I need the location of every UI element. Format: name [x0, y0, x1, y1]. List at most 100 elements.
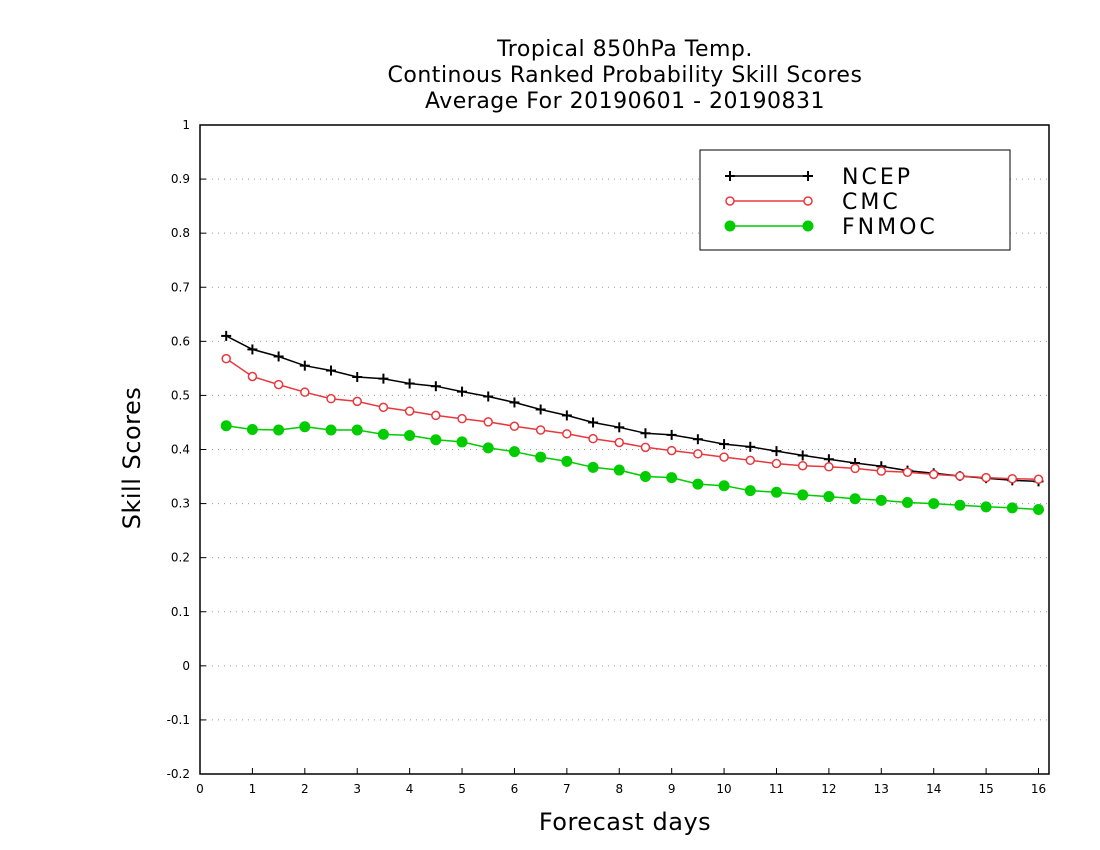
legend-label: CMC: [842, 190, 901, 215]
data-point-ncep: [535, 404, 546, 415]
series-line-fnmoc: [226, 424, 1039, 511]
data-point-cmc: [693, 449, 703, 459]
data-point-cmc: [666, 445, 677, 456]
x-tick-label: 2: [301, 782, 309, 796]
data-point-fnmoc: [666, 472, 678, 484]
data-point-cmc: [771, 458, 782, 469]
data-point-fnmoc: [299, 421, 311, 433]
legend-item-ncep: NCEP: [725, 165, 913, 190]
x-tick-label: 8: [615, 782, 623, 796]
data-point-ncep: [457, 386, 468, 397]
data-point-cmc: [824, 462, 834, 472]
data-point-ncep: [221, 330, 232, 341]
data-point-ncep: [247, 344, 258, 355]
data-point-ncep: [299, 360, 310, 371]
data-point-fnmoc: [849, 493, 861, 505]
x-tick-label: 13: [874, 782, 889, 796]
data-point-cmc: [1007, 473, 1018, 484]
data-point-ncep: [378, 373, 389, 384]
y-tick-label: 0: [182, 659, 190, 673]
data-point-ncep: [326, 365, 337, 376]
series-line-cmc: [225, 357, 1039, 480]
data-point-fnmoc: [875, 494, 887, 506]
data-point-fnmoc: [587, 461, 599, 473]
data-point-cmc: [745, 455, 756, 466]
chart-title-line-1: Tropical 850hPa Temp.: [497, 37, 753, 62]
x-tick-label: 5: [458, 782, 466, 796]
data-point-fnmoc: [797, 489, 809, 501]
data-point-ncep: [404, 378, 415, 389]
legend-label: FNMOC: [842, 215, 938, 240]
data-point-fnmoc: [1006, 502, 1018, 514]
data-point-cmc: [404, 406, 415, 416]
data-point-ncep: [509, 397, 520, 408]
y-tick-label: 0.3: [171, 497, 190, 511]
data-point-ncep: [430, 381, 441, 392]
y-tick-label: 0.9: [171, 172, 190, 186]
x-tick-label: 1: [249, 782, 257, 796]
y-tick-label: 0.4: [171, 443, 190, 457]
data-point-fnmoc: [482, 442, 494, 454]
data-point-cmc: [326, 393, 336, 404]
data-point-cmc: [588, 433, 598, 444]
y-tick-label: 0.7: [171, 280, 190, 294]
data-point-ncep: [483, 391, 494, 402]
legend-marker: [803, 196, 813, 206]
data-point-fnmoc: [770, 486, 782, 498]
data-point-fnmoc: [718, 480, 730, 492]
x-tick-label: 4: [406, 782, 414, 796]
data-point-cmc: [902, 467, 913, 477]
y-tick-label: -0.1: [167, 713, 190, 727]
data-point-cmc: [300, 387, 310, 397]
legend-label: NCEP: [842, 165, 913, 190]
data-point-fnmoc: [561, 455, 573, 467]
y-tick-label: 1: [182, 118, 190, 132]
grid-lines: [200, 178, 1049, 721]
data-point-fnmoc: [377, 428, 389, 440]
data-point-ncep: [745, 441, 756, 452]
data-point-ncep: [588, 417, 599, 428]
data-point-fnmoc: [980, 501, 992, 513]
data-point-cmc: [640, 442, 651, 453]
data-point-cmc: [247, 371, 258, 382]
data-point-cmc: [719, 452, 729, 462]
data-point-ncep: [352, 372, 363, 383]
x-tick-label: 0: [196, 782, 204, 796]
data-point-ncep: [797, 450, 808, 461]
data-point-ncep: [692, 434, 703, 445]
data-point-cmc: [535, 425, 546, 435]
data-point-ncep: [666, 429, 677, 440]
data-point-fnmoc: [535, 451, 547, 463]
chart-title-line-3: Average For 20190601 - 20190831: [424, 89, 826, 114]
data-point-fnmoc: [456, 436, 468, 448]
x-tick-label: 16: [1031, 782, 1046, 796]
data-point-fnmoc: [692, 478, 704, 490]
data-point-cmc: [928, 469, 939, 480]
legend-item-fnmoc: FNMOC: [724, 215, 938, 240]
data-point-cmc: [352, 396, 362, 407]
series-layer: [220, 330, 1045, 516]
y-axis-ticks: 1 0.9 0.8 0.7 0.6 0.5 0.4 0.3 0.2 0.1 0 -0.1 -0.2: [167, 118, 206, 781]
legend-box: [699, 149, 1011, 251]
y-tick-label: 0.1: [171, 605, 190, 619]
x-tick-label: 9: [668, 782, 676, 796]
legend-marker: [802, 220, 814, 232]
y-axis-label: Skill Scores: [118, 386, 146, 530]
legend-marker: [725, 171, 735, 181]
data-point-cmc: [981, 472, 991, 483]
data-point-fnmoc: [430, 434, 442, 446]
data-point-ncep: [614, 422, 625, 433]
legend-marker: [725, 196, 735, 206]
x-axis-ticks: 0 1 2 3 4 5 6 7 8 9 10 11 12 13 14 15 16: [196, 768, 1046, 796]
data-point-cmc: [876, 466, 887, 476]
data-point-ncep: [561, 410, 572, 421]
data-point-fnmoc: [351, 424, 363, 436]
data-point-fnmoc: [928, 498, 940, 510]
x-tick-label: 6: [511, 782, 519, 796]
plot-frame: [199, 124, 1050, 775]
data-point-cmc: [797, 460, 808, 471]
data-point-ncep: [771, 446, 782, 457]
data-point-cmc: [955, 471, 965, 481]
legend-item-cmc: CMC: [725, 190, 901, 215]
